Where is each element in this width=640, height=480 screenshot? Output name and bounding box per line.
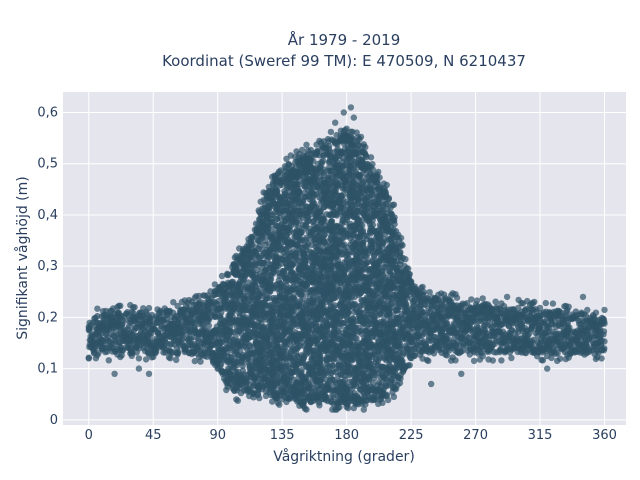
data-point xyxy=(261,237,269,244)
data-point xyxy=(369,221,377,229)
chart-title-line-1: År 1979 - 2019 xyxy=(288,30,401,49)
data-point xyxy=(118,323,125,330)
data-point xyxy=(295,188,303,195)
data-point xyxy=(226,323,234,331)
data-point xyxy=(256,394,263,402)
data-point xyxy=(234,397,241,404)
data-point xyxy=(205,322,212,329)
data-point xyxy=(94,305,101,312)
data-point xyxy=(345,309,352,316)
data-point xyxy=(195,336,202,343)
data-point xyxy=(316,402,323,409)
data-point xyxy=(299,146,306,154)
data-point xyxy=(303,406,310,413)
data-point xyxy=(191,357,198,365)
data-point xyxy=(196,298,204,305)
data-point xyxy=(197,358,204,365)
data-point xyxy=(367,154,375,161)
data-point xyxy=(131,304,138,311)
data-point xyxy=(303,141,310,148)
data-point xyxy=(276,401,283,408)
data-point xyxy=(245,341,253,348)
data-point xyxy=(344,404,352,412)
data-point xyxy=(239,362,246,370)
x-gridlines xyxy=(88,92,606,425)
data-point xyxy=(362,143,369,151)
data-point xyxy=(330,356,337,363)
data-point xyxy=(167,355,174,362)
data-points xyxy=(85,104,608,413)
data-point xyxy=(117,302,124,309)
data-point xyxy=(174,351,181,358)
data-point xyxy=(145,304,153,312)
data-point xyxy=(135,355,143,362)
data-point xyxy=(357,133,365,141)
data-point xyxy=(142,356,150,363)
data-point xyxy=(105,357,113,364)
data-point xyxy=(225,271,232,279)
data-point xyxy=(359,222,366,229)
data-point xyxy=(259,259,266,267)
data-point xyxy=(128,352,135,359)
chart-title-line-2: Koordinat (Sweref 99 TM): E 470509, N 62… xyxy=(162,52,526,70)
data-point xyxy=(170,299,177,306)
data-point xyxy=(218,272,226,280)
data-point xyxy=(244,379,251,387)
data-point xyxy=(94,312,101,320)
data-point xyxy=(168,349,176,357)
data-point xyxy=(328,217,335,225)
data-point xyxy=(327,128,335,136)
data-point xyxy=(215,297,222,305)
data-point xyxy=(369,161,376,168)
data-point xyxy=(173,356,180,364)
